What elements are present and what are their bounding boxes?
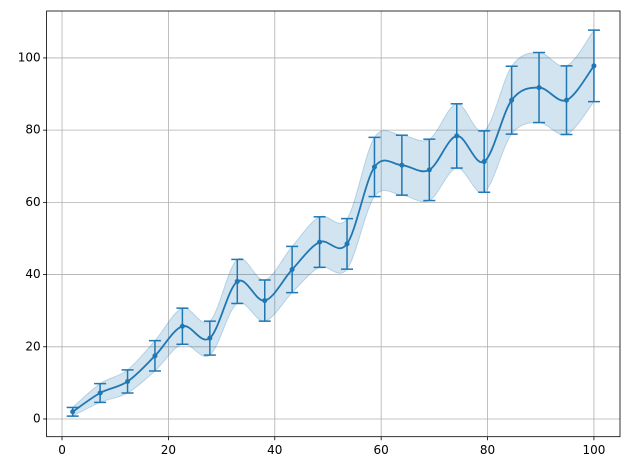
y-tick-label: 100 <box>18 50 41 64</box>
line <box>72 65 595 413</box>
error-band <box>72 28 595 417</box>
marker <box>371 164 377 170</box>
x-tick-label: 0 <box>58 443 66 457</box>
marker <box>234 278 240 284</box>
x-tick-label: 20 <box>161 443 176 457</box>
y-tick-label: 60 <box>25 195 40 209</box>
plot-frame <box>46 10 621 438</box>
marker <box>591 63 597 69</box>
y-tick-label: 80 <box>25 123 40 137</box>
marker <box>289 267 295 273</box>
marker <box>481 159 487 165</box>
marker <box>344 241 350 247</box>
marker <box>454 133 460 139</box>
marker <box>97 390 103 396</box>
marker <box>563 97 569 103</box>
x-tick-label: 60 <box>374 443 389 457</box>
marker <box>179 323 185 329</box>
marker <box>536 85 542 91</box>
y-tick-label: 40 <box>25 267 40 281</box>
marker <box>426 167 432 173</box>
y-tick-label: 20 <box>25 339 40 353</box>
x-tick-label: 80 <box>480 443 495 457</box>
x-tick-label: 100 <box>582 443 605 457</box>
marker <box>70 409 76 415</box>
y-tick-label: 0 <box>33 412 41 426</box>
marker <box>125 378 131 384</box>
marker <box>262 298 268 304</box>
marker <box>317 239 323 245</box>
marker <box>207 335 213 341</box>
marker <box>399 162 405 168</box>
marker <box>152 353 158 359</box>
x-tick-label: 40 <box>267 443 282 457</box>
marker <box>509 97 515 103</box>
